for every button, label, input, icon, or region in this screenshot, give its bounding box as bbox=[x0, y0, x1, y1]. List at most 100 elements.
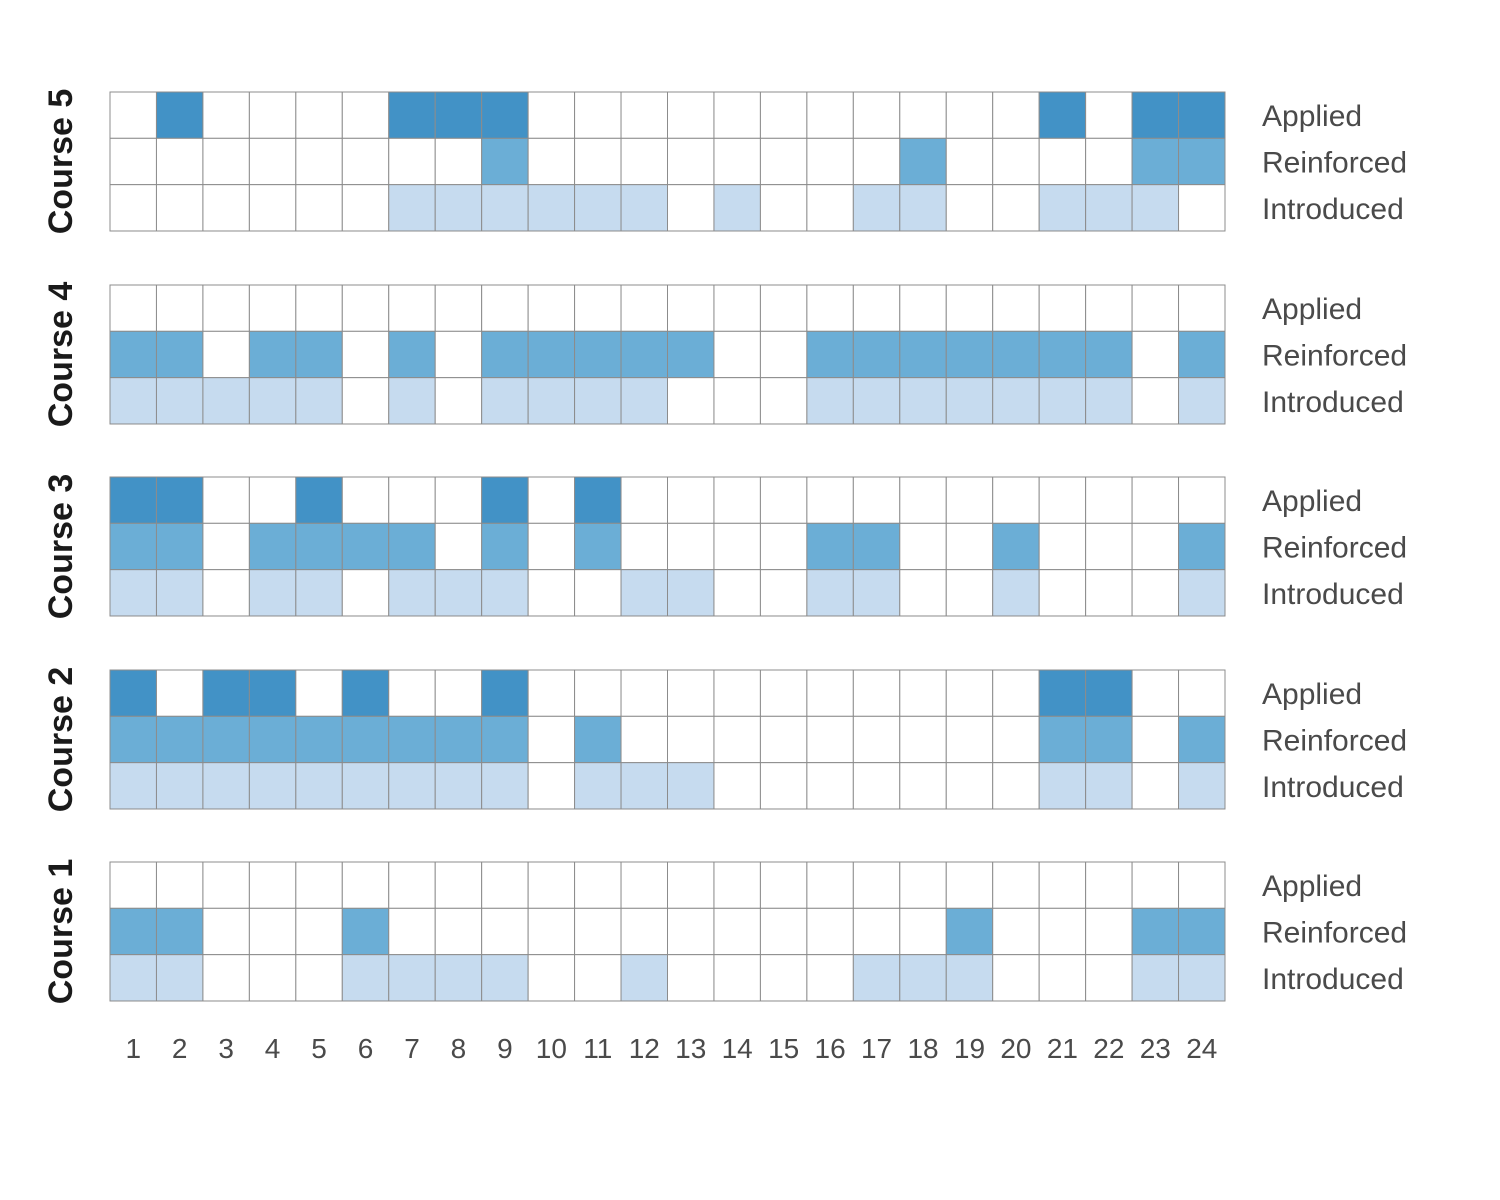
course-4-reinforced-cell-7 bbox=[388, 330, 436, 379]
course-1-applied-cell-18 bbox=[899, 861, 947, 909]
course-3-introduced-cell-9 bbox=[481, 569, 529, 617]
course-3-applied-cell-8 bbox=[434, 476, 483, 524]
x-tick-label-21: 21 bbox=[1047, 1033, 1078, 1064]
course-1-applied-cell-9 bbox=[481, 861, 529, 909]
course-2-applied-cell-3 bbox=[202, 669, 250, 717]
course-2-introduced-cell-22 bbox=[1085, 762, 1133, 810]
course-4-reinforced-label: Reinforced bbox=[1262, 340, 1407, 373]
course-4-introduced-cell-12 bbox=[620, 377, 668, 425]
course-2-panel: Applied Reinforced Introduced Course 2 bbox=[42, 667, 1407, 813]
course-4-introduced-cell-19 bbox=[945, 377, 994, 425]
course-4-reinforced-cell-6 bbox=[341, 330, 390, 379]
course-5-reinforced-cell-2 bbox=[155, 137, 204, 186]
course-5-introduced-cell-18 bbox=[899, 184, 947, 232]
course-3-introduced-cell-1 bbox=[109, 569, 157, 617]
course-3-reinforced-cell-9 bbox=[481, 522, 529, 571]
course-4-reinforced-cell-14 bbox=[713, 330, 761, 379]
course-4-introduced-cell-5 bbox=[295, 377, 343, 425]
course-5-applied-cell-11 bbox=[574, 91, 622, 139]
course-3-applied-cell-18 bbox=[899, 476, 947, 524]
course-1-introduced-cell-20 bbox=[992, 954, 1040, 1002]
course-4-introduced-cell-23 bbox=[1131, 377, 1180, 425]
course-1-introduced-cell-14 bbox=[713, 954, 761, 1002]
course-5-reinforced-cell-22 bbox=[1085, 137, 1133, 186]
course-4-applied-cell-16 bbox=[806, 284, 854, 332]
course-3-applied-cell-24 bbox=[1178, 476, 1226, 524]
course-2-reinforced-cell-14 bbox=[713, 715, 761, 764]
course-2-introduced-cell-20 bbox=[992, 762, 1040, 810]
course-3-introduced-cell-8 bbox=[434, 569, 483, 617]
course-1-reinforced-cell-15 bbox=[759, 907, 808, 956]
course-3-introduced-label: Introduced bbox=[1262, 578, 1404, 611]
course-1-reinforced-cell-11 bbox=[574, 907, 622, 956]
course-3-reinforced-cell-23 bbox=[1131, 522, 1180, 571]
course-1-introduced-cell-24 bbox=[1178, 954, 1226, 1002]
course-3-reinforced-cell-11 bbox=[574, 522, 622, 571]
course-2-label: Course 2 bbox=[42, 667, 80, 813]
course-4-reinforced-cell-13 bbox=[667, 330, 715, 379]
course-4-introduced-cell-7 bbox=[388, 377, 436, 425]
course-2-applied-cell-24 bbox=[1178, 669, 1226, 717]
course-1-reinforced-cell-7 bbox=[388, 907, 436, 956]
course-2-applied-cell-1 bbox=[109, 669, 157, 717]
course-2-applied-cell-8 bbox=[434, 669, 483, 717]
course-2-applied-cell-23 bbox=[1131, 669, 1180, 717]
course-3-label: Course 3 bbox=[42, 474, 80, 620]
course-1-reinforced-cell-24 bbox=[1178, 907, 1226, 956]
x-tick-label-18: 18 bbox=[907, 1033, 938, 1064]
course-2-introduced-label: Introduced bbox=[1262, 771, 1404, 804]
course-2-reinforced-cell-21 bbox=[1038, 715, 1087, 764]
course-3-introduced-cell-12 bbox=[620, 569, 668, 617]
course-2-applied-cell-20 bbox=[992, 669, 1040, 717]
course-4-applied-cell-7 bbox=[388, 284, 436, 332]
course-1-reinforced-cell-14 bbox=[713, 907, 761, 956]
course-3-reinforced-cell-4 bbox=[248, 522, 297, 571]
course-5-applied-cell-17 bbox=[852, 91, 901, 139]
course-4-applied-cell-19 bbox=[945, 284, 994, 332]
course-3-applied-cell-10 bbox=[527, 476, 576, 524]
course-4-applied-cell-1 bbox=[109, 284, 157, 332]
course-5-introduced-cell-1 bbox=[109, 184, 157, 232]
course-1-introduced-cell-8 bbox=[434, 954, 483, 1002]
course-2-applied-cell-19 bbox=[945, 669, 994, 717]
x-tick-label-15: 15 bbox=[768, 1033, 799, 1064]
course-3-introduced-cell-21 bbox=[1038, 569, 1087, 617]
course-5-applied-cell-6 bbox=[341, 91, 390, 139]
course-5-introduced-cell-24 bbox=[1178, 184, 1226, 232]
course-4-reinforced-cell-9 bbox=[481, 330, 529, 379]
course-3-reinforced-cell-3 bbox=[202, 522, 250, 571]
course-4-reinforced-cell-15 bbox=[759, 330, 808, 379]
course-5-introduced-label: Introduced bbox=[1262, 193, 1404, 226]
course-4-introduced-cell-1 bbox=[109, 377, 157, 425]
x-tick-label-8: 8 bbox=[451, 1033, 467, 1064]
course-5-reinforced-cell-14 bbox=[713, 137, 761, 186]
course-3-reinforced-cell-16 bbox=[806, 522, 854, 571]
course-5-applied-cell-18 bbox=[899, 91, 947, 139]
course-5-applied-cell-16 bbox=[806, 91, 854, 139]
course-3-applied-cell-7 bbox=[388, 476, 436, 524]
x-tick-label-4: 4 bbox=[265, 1033, 281, 1064]
course-5-applied-cell-5 bbox=[295, 91, 343, 139]
course-3-reinforced-cell-21 bbox=[1038, 522, 1087, 571]
course-1-introduced-label: Introduced bbox=[1262, 963, 1404, 996]
course-5-applied-cell-21 bbox=[1038, 91, 1087, 139]
course-5-reinforced-cell-3 bbox=[202, 137, 250, 186]
course-3-reinforced-cell-24 bbox=[1178, 522, 1226, 571]
course-4-applied-label: Applied bbox=[1262, 293, 1362, 326]
course-1-introduced-cell-13 bbox=[667, 954, 715, 1002]
course-1-applied-cell-20 bbox=[992, 861, 1040, 909]
course-2-applied-cell-16 bbox=[806, 669, 854, 717]
course-5-reinforced-label: Reinforced bbox=[1262, 146, 1407, 179]
course-5-reinforced-cell-20 bbox=[992, 137, 1040, 186]
course-2-applied-cell-14 bbox=[713, 669, 761, 717]
course-4-applied-cell-17 bbox=[852, 284, 901, 332]
course-2-applied-cell-2 bbox=[155, 669, 204, 717]
course-4-reinforced-cell-1 bbox=[109, 330, 157, 379]
course-5-introduced-cell-8 bbox=[434, 184, 483, 232]
course-4-introduced-cell-16 bbox=[806, 377, 854, 425]
course-5-applied-cell-22 bbox=[1085, 91, 1133, 139]
course-1-introduced-cell-5 bbox=[295, 954, 343, 1002]
course-5-applied-cell-1 bbox=[109, 91, 157, 139]
course-1-reinforced-cell-10 bbox=[527, 907, 576, 956]
course-1-introduced-cell-4 bbox=[248, 954, 297, 1002]
